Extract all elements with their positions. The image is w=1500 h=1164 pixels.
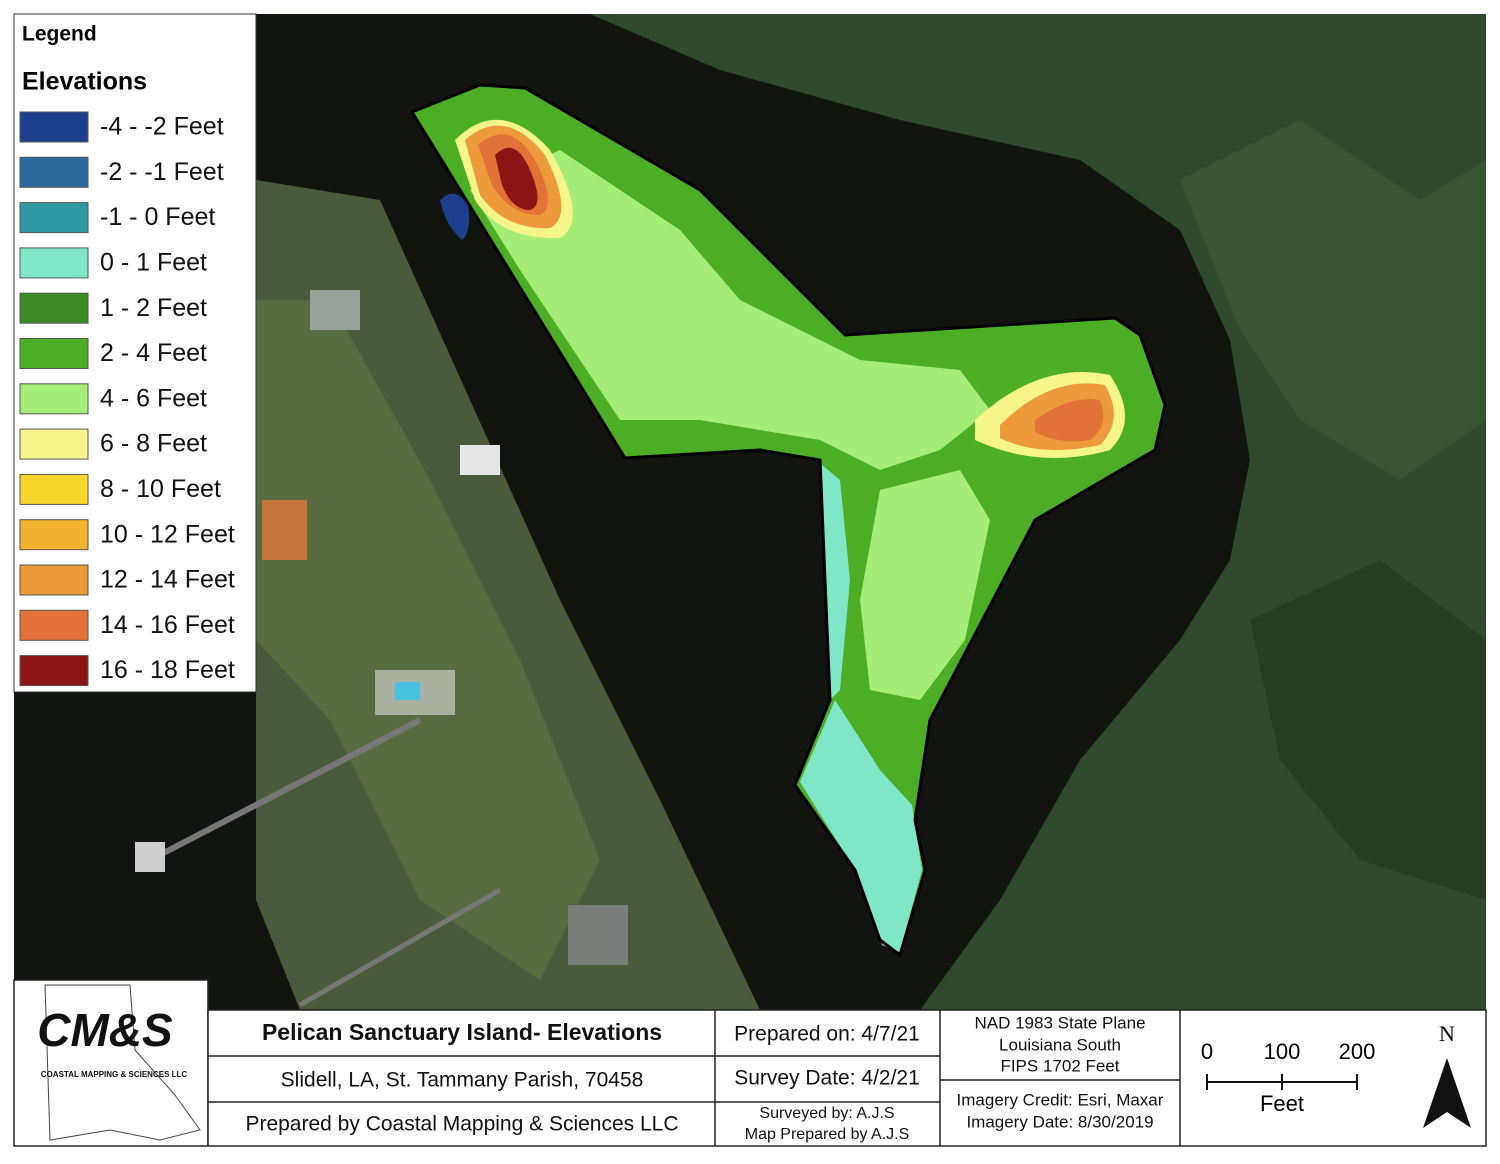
legend-label: 14 - 16 Feet xyxy=(100,611,235,639)
logo-subtext: COASTAL MAPPING & SCIENCES LLC xyxy=(41,1070,188,1079)
north-arrow: N xyxy=(1423,1021,1471,1128)
location: Slidell, LA, St. Tammany Parish, 70458 xyxy=(281,1069,644,1092)
legend-label: 4 - 6 Feet xyxy=(100,384,207,412)
legend-swatch xyxy=(19,202,89,234)
surveyed-by: Surveyed by: A.J.S xyxy=(759,1105,894,1122)
scale-tick-label: 100 xyxy=(1264,1039,1301,1064)
legend-label: 6 - 8 Feet xyxy=(100,430,207,458)
prepared-by: Prepared by Coastal Mapping & Sciences L… xyxy=(245,1113,678,1136)
scale-tick-label: 200 xyxy=(1339,1039,1376,1064)
legend-swatch xyxy=(19,609,89,641)
legend-label: 10 - 12 Feet xyxy=(100,520,235,548)
legend-label: 8 - 10 Feet xyxy=(100,475,221,503)
legend: Legend Elevations -4 - -2 Feet -2 - -1 Fe… xyxy=(13,13,257,693)
legend-label: -4 - -2 Feet xyxy=(100,113,224,141)
legend-swatch xyxy=(19,519,89,551)
imagery-credit: Imagery Credit: Esri, Maxar xyxy=(957,1090,1164,1109)
legend-swatch xyxy=(19,338,89,369)
projection: Louisiana South xyxy=(999,1035,1121,1054)
map-title: Pelican Sanctuary Island- Elevations xyxy=(262,1019,662,1045)
scale-unit: Feet xyxy=(1260,1091,1304,1116)
legend-swatch xyxy=(19,564,89,596)
legend-label: -1 - 0 Feet xyxy=(100,203,215,231)
logo-text: CM&S xyxy=(37,1004,173,1056)
north-label: N xyxy=(1439,1021,1455,1046)
legend-label: 16 - 18 Feet xyxy=(100,656,235,684)
legend-subtitle: Elevations xyxy=(22,68,147,96)
legend-label: 2 - 4 Feet xyxy=(100,339,207,367)
legend-label: 0 - 1 Feet xyxy=(100,249,207,277)
title-texts: CM&S COASTAL MAPPING & SCIENCES LLC Peli… xyxy=(37,1004,1164,1143)
legend-swatch xyxy=(19,156,89,188)
projection: FIPS 1702 Feet xyxy=(1000,1056,1119,1075)
imagery xyxy=(14,14,1486,1146)
legend-swatch xyxy=(19,655,89,687)
legend-swatch xyxy=(19,383,89,415)
legend-label: 1 - 2 Feet xyxy=(100,294,207,322)
legend-title: Legend xyxy=(22,23,97,46)
scale-bar: Feet 0 100 200 xyxy=(1201,1039,1375,1116)
survey-date: Survey Date: 4/2/21 xyxy=(734,1067,920,1090)
title-block xyxy=(13,979,1487,1147)
map-prepared-by: Map Prepared by A.J.S xyxy=(745,1126,910,1143)
legend-swatch xyxy=(19,473,89,505)
imagery-date: Imagery Date: 8/30/2019 xyxy=(966,1112,1153,1131)
projection: NAD 1983 State Plane xyxy=(974,1013,1145,1032)
legend-label: -2 - -1 Feet xyxy=(100,158,224,186)
legend-swatch xyxy=(19,292,89,324)
prepared-on: Prepared on: 4/7/21 xyxy=(734,1023,920,1046)
scale-tick-label: 0 xyxy=(1201,1039,1213,1064)
elevation-surface xyxy=(409,83,1167,958)
legend-swatch xyxy=(19,428,89,460)
legend-label: 12 - 14 Feet xyxy=(100,566,235,594)
legend-swatch xyxy=(19,247,89,279)
legend-swatch xyxy=(19,111,89,143)
